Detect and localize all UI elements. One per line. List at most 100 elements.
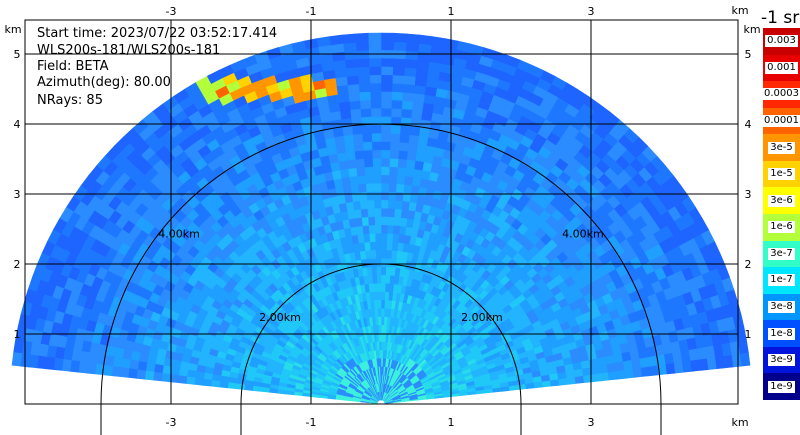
sector-cell [390,99,403,110]
sector-cell [599,371,610,382]
sector-cell [412,92,425,104]
sector-cell [388,157,399,168]
sector-cell [353,141,364,152]
colorbar-label: 0.001 [765,61,798,74]
sector-cell [260,386,270,393]
sector-cell [681,360,693,373]
sector-cell [383,299,389,309]
sector-cell [380,274,386,284]
sector-cell [380,174,390,184]
sector-cell [335,84,349,95]
sector-cell [136,369,147,380]
sector-cell [396,174,406,185]
sector-cell [380,40,395,51]
x-unit-top: km [731,4,748,17]
sector-cell [391,241,399,251]
sector-cell [411,176,422,187]
sector-cell [358,82,371,93]
sector-cell [380,32,395,42]
rhi-plot: 2.00km 2.00km 4.00km 4.00km -3 -3 -1 -1 1 1 3 3 1 1 2… [4,4,760,435]
sector-cell [607,370,618,381]
sector-cell [431,36,446,48]
sector-cell [361,216,369,227]
sector-cell [387,207,396,218]
sector-cell [235,383,246,390]
sector-cell [384,274,391,284]
sector-cell [380,157,390,167]
info-nrays: NRays: 85 [37,93,103,108]
y-unit-right: km [743,23,760,36]
sector-cell [370,257,377,268]
sector-cell [380,132,391,142]
sector-cell [337,92,350,104]
sector-cell [339,109,352,120]
sector-cell [413,84,427,95]
sector-cell [380,282,386,292]
colorbar-segment: 1e-8 [763,320,800,347]
sector-cell [86,362,97,375]
sector-cell [13,339,25,354]
sector-cell [412,168,423,179]
sector-cell [402,83,415,94]
sector-cell [361,132,373,143]
sector-cell [397,149,408,160]
sector-cell [161,365,172,375]
sector-cell [372,166,382,176]
sector-cell [227,382,237,390]
sector-cell [403,175,414,186]
sector-cell [380,324,385,334]
y-tick-label-right: 2 [745,258,752,271]
sector-cell [393,216,401,227]
sector-cell [393,41,407,51]
colorbar-segment: 1e-7 [763,267,800,294]
sector-cell [673,361,684,374]
sector-cell [371,132,382,142]
sector-cell [372,174,382,184]
sector-cell [383,307,389,317]
colorbar: 0.003 0.001 0.0003 0.0001 3e-5 1e-5 3e-6 1e-6 3e… [762,28,800,400]
sector-cell [407,201,417,212]
sector-cell [397,158,408,169]
sector-cell [401,200,410,211]
sector-cell [69,360,81,373]
sector-cell [390,107,402,118]
colorbar-segment: 0.0001 [762,107,800,135]
y-tick-label-right: 4 [745,118,752,131]
colorbar-label: 3e-6 [768,194,795,207]
sector-cell [369,74,382,84]
sector-cell [400,208,409,219]
sector-cell [342,41,357,52]
colorbar-label: 1e-8 [768,327,795,340]
sector-cell [111,365,122,377]
colorbar-segment: 1e-5 [763,160,800,188]
sector-cell [387,191,397,201]
colorbar-segment: 0.0003 [762,81,800,108]
x-tick-label-bottom: -3 [166,416,177,429]
sector-cell [347,83,360,94]
sector-cell [390,124,401,135]
sector-cell [369,241,376,251]
sector-cell [380,141,391,151]
y-tick-label-left: 5 [14,48,21,61]
y-unit-left: km [4,23,21,36]
y-tick-label-right: 1 [745,328,752,341]
sector-cell [632,367,643,378]
sector-cell [354,32,369,43]
range-ring-label: 2.00km [259,311,301,324]
sector-cell [78,361,89,374]
sector-cell [346,159,357,170]
sector-cell [153,363,164,374]
sector-cell [119,367,130,378]
x-tick-label-bottom: -1 [306,416,317,429]
sector-cell [344,142,355,153]
sector-cell [356,57,370,68]
sector-cell [406,150,417,161]
sector-cell [380,224,388,234]
sector-cell [316,36,331,48]
sector-cell [349,183,360,194]
colorbar-segment: 3e-8 [763,293,800,321]
sector-cell [389,132,401,143]
sector-cell [380,124,392,134]
colorbar-segment: 1e-9 [763,373,800,400]
sector-cell [404,58,418,69]
